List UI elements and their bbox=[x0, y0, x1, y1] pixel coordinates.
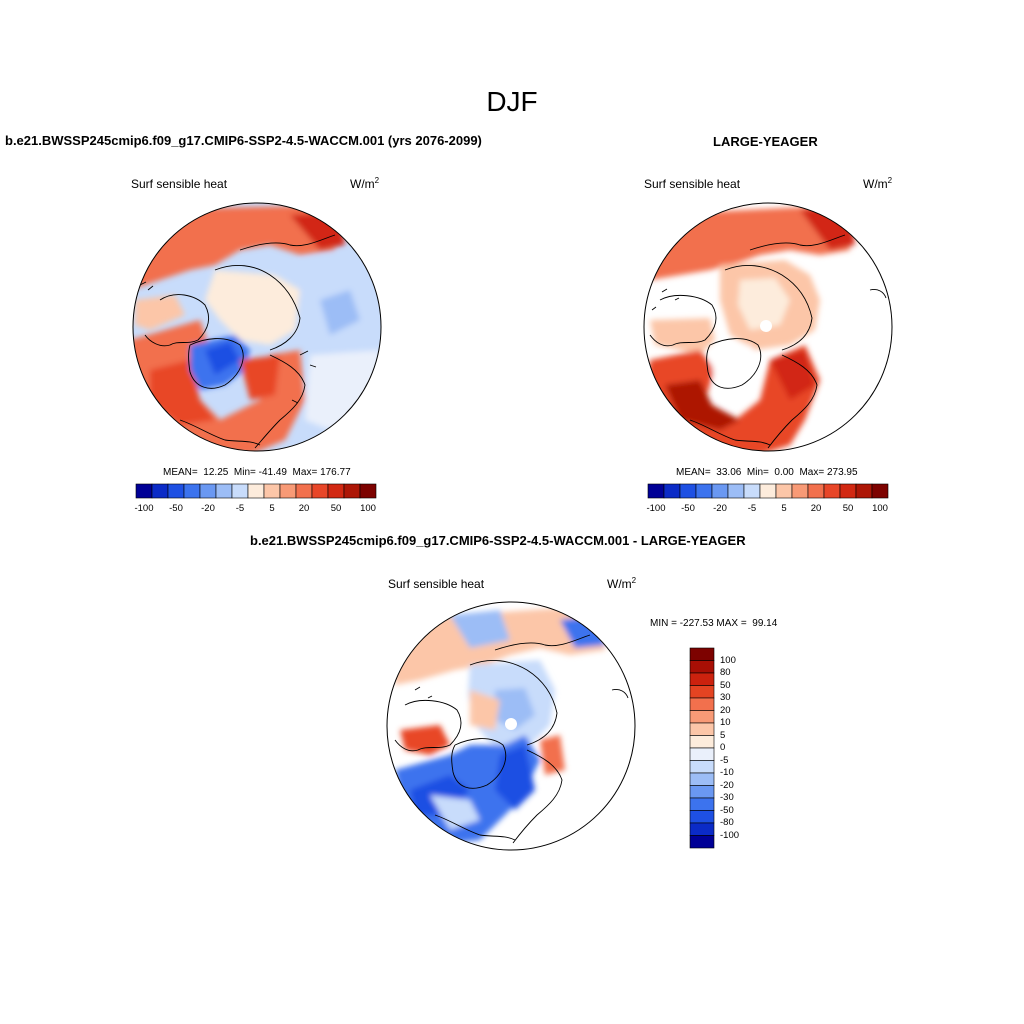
diff-panel-title: b.e21.BWSSP245cmip6.f09_g17.CMIP6-SSP2-4… bbox=[250, 533, 746, 548]
colorbar-swatch bbox=[689, 710, 715, 724]
colorbar-swatch bbox=[689, 647, 715, 661]
diff-map-border bbox=[386, 601, 636, 851]
colorbar-tick-label: 5 bbox=[781, 503, 787, 514]
panel2-stats: MEAN= 33.06 Min= 0.00 Max= 273.95 bbox=[676, 467, 858, 478]
colorbar-tick-label: 10 bbox=[720, 717, 731, 728]
colorbar-tick-label: 50 bbox=[842, 503, 854, 514]
colorbar-tick-label: 20 bbox=[720, 704, 731, 716]
panel1-variable-label: Surf sensible heat bbox=[131, 177, 228, 191]
colorbar-tick-label: -50 bbox=[169, 503, 183, 514]
colorbar-tick-label: -100 bbox=[646, 503, 666, 514]
panel2-case-title: LARGE-YEAGER bbox=[713, 134, 818, 149]
diff-minmax: MIN = -227.53 MAX = 99.14 bbox=[650, 618, 778, 629]
colorbar-tick-label: -100 bbox=[720, 829, 740, 841]
colorbar-tick-label: 0 bbox=[720, 742, 726, 753]
colorbar-swatch bbox=[689, 685, 715, 699]
colorbar-tick-label: -5 bbox=[747, 503, 757, 514]
colorbar-tick-label: -20 bbox=[201, 503, 215, 514]
panel1-map-border bbox=[132, 202, 382, 452]
figure-title: DJF bbox=[486, 86, 538, 117]
panel1-map-field bbox=[133, 203, 381, 451]
panel1-units: W/m2 bbox=[350, 176, 380, 191]
diff-variable-label: Surf sensible heat bbox=[388, 577, 485, 591]
colorbar-swatch bbox=[689, 722, 715, 736]
colorbar-tick-label: 5 bbox=[720, 729, 726, 741]
diff-colorbar-labels: 100 80 50 30 20 10 5 0 -5 -10 -20 -30 -50 -80 -100 bbox=[720, 648, 760, 848]
colorbar-tick-label: -50 bbox=[720, 804, 734, 816]
diff-map-field bbox=[387, 602, 635, 850]
colorbar-tick-label: -20 bbox=[713, 503, 727, 514]
colorbar-swatch bbox=[359, 483, 377, 499]
panel1-colorbar bbox=[135, 483, 377, 499]
colorbar-tick-label: 100 bbox=[720, 654, 736, 666]
panel2-variable-label: Surf sensible heat bbox=[644, 177, 741, 191]
colorbar-swatch bbox=[689, 760, 715, 774]
colorbar-tick-label: 5 bbox=[269, 503, 275, 514]
colorbar-swatch bbox=[689, 822, 715, 836]
panel1-case-title: b.e21.BWSSP245cmip6.f09_g17.CMIP6-SSP2-4… bbox=[5, 133, 482, 148]
colorbar-tick-label: -30 bbox=[720, 792, 734, 803]
colorbar-tick-label: -80 bbox=[720, 817, 734, 828]
panel2-map-field bbox=[644, 203, 892, 451]
colorbar-tick-label: 100 bbox=[360, 503, 376, 514]
colorbar-tick-label: 100 bbox=[872, 503, 888, 514]
panel1-colorbar-labels: -100 -50 -20 -5 5 20 50 100 bbox=[134, 503, 376, 515]
colorbar-swatch bbox=[689, 660, 715, 674]
diff-colorbar bbox=[689, 647, 715, 849]
colorbar-tick-label: 50 bbox=[720, 679, 731, 691]
colorbar-swatch bbox=[871, 483, 889, 499]
colorbar-swatch bbox=[689, 835, 715, 849]
panel2-colorbar-labels: -100 -50 -20 -5 5 20 50 100 bbox=[646, 503, 888, 515]
colorbar-tick-label: -20 bbox=[720, 779, 734, 791]
colorbar-swatch bbox=[689, 697, 715, 711]
colorbar-swatch bbox=[689, 797, 715, 811]
colorbar-tick-label: 20 bbox=[298, 503, 310, 514]
colorbar-tick-label: 80 bbox=[720, 667, 731, 678]
colorbar-tick-label: -5 bbox=[235, 503, 245, 514]
colorbar-swatch bbox=[689, 772, 715, 786]
colorbar-tick-label: -5 bbox=[720, 754, 729, 766]
colorbar-tick-label: -50 bbox=[681, 503, 695, 514]
colorbar-tick-label: -100 bbox=[134, 503, 154, 514]
colorbar-tick-label: 50 bbox=[330, 503, 342, 514]
panel2-units: W/m2 bbox=[863, 176, 893, 191]
colorbar-swatch bbox=[689, 785, 715, 799]
panel1-stats: MEAN= 12.25 Min= -41.49 Max= 176.77 bbox=[163, 467, 351, 478]
colorbar-swatch bbox=[689, 672, 715, 686]
colorbar-swatch bbox=[689, 735, 715, 749]
colorbar-tick-label: 30 bbox=[720, 692, 731, 703]
diff-units: W/m2 bbox=[607, 576, 637, 591]
panel2-map-border bbox=[643, 202, 893, 452]
colorbar-tick-label: 20 bbox=[810, 503, 822, 514]
colorbar-swatch bbox=[689, 747, 715, 761]
colorbar-swatch bbox=[689, 810, 715, 824]
panel2-colorbar bbox=[647, 483, 889, 499]
colorbar-tick-label: -10 bbox=[720, 767, 734, 778]
